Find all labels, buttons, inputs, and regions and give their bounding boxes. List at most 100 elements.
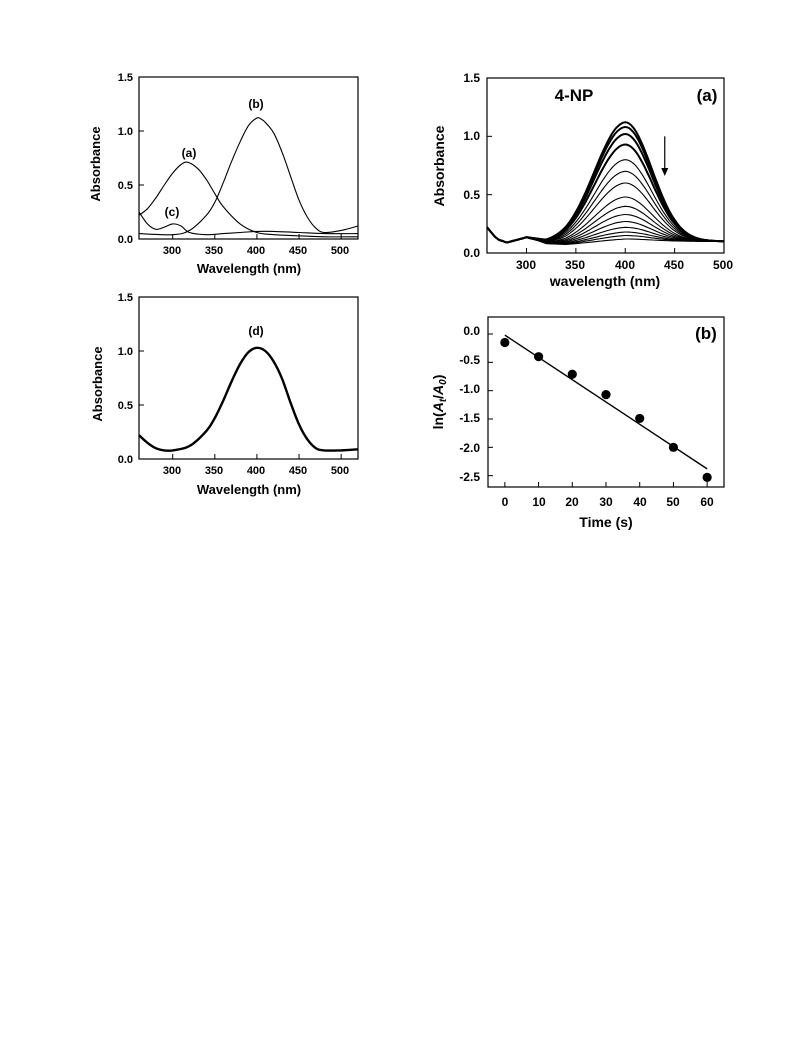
y-label-part: 0: [438, 379, 449, 385]
xtick-label: 400: [247, 245, 265, 257]
xtick-label: 450: [289, 465, 307, 477]
panel-bottom-left-xtick-labels: 300 350 400 450 500: [163, 465, 349, 477]
xtick-label: 400: [247, 465, 265, 477]
spectrum-line: [486, 121, 725, 244]
xtick-label: 30: [599, 495, 613, 509]
ytick-label: 0.5: [118, 180, 133, 192]
chart-title: 4-NP: [555, 86, 594, 105]
x-axis-label: Wavelength (nm): [197, 482, 301, 497]
spectrum-line-d: [138, 346, 359, 452]
xtick-label: 50: [666, 495, 680, 509]
y-axis-label: ln(At/A0): [430, 375, 449, 430]
xtick-label: 500: [331, 245, 349, 257]
ytick-label: -1.5: [459, 411, 480, 425]
ytick-label: 0.5: [463, 188, 480, 202]
curve-label-c: (c): [165, 205, 180, 219]
xtick-label: 300: [163, 245, 181, 257]
xtick-label: 10: [532, 495, 546, 509]
panel-bottom-right-ticks: [488, 333, 708, 487]
y-label-part: A: [430, 385, 446, 396]
panel-top-left: 0.0 0.5 1.0 1.5 300 350 400 450 500 Wave…: [88, 72, 359, 276]
xtick-label: 450: [289, 245, 307, 257]
panel-top-left-frame: [138, 76, 359, 240]
ytick-label: 0.0: [463, 246, 480, 260]
data-point: [635, 413, 645, 424]
panel-top-right-xtick-labels: 300 350 400 450 500: [516, 258, 733, 272]
xtick-label: 400: [615, 258, 635, 272]
data-point: [533, 352, 544, 362]
data-point: [668, 442, 679, 452]
xtick-label: 450: [664, 258, 684, 272]
ytick-label: 1.5: [463, 71, 480, 85]
y-label-part: ): [430, 375, 446, 380]
xtick-label: 500: [713, 258, 733, 272]
xtick-label: 60: [700, 495, 714, 509]
ytick-label: -1.0: [459, 382, 480, 396]
ytick-label: 1.5: [118, 292, 133, 304]
panel-top-right-frame: [486, 77, 725, 254]
x-axis-label: wavelength (nm): [549, 273, 660, 289]
xtick-label: 40: [633, 495, 647, 509]
panel-top-right-ytick-labels: 0.0 0.5 1.0 1.5: [463, 71, 480, 260]
ytick-label: 0.5: [118, 400, 133, 412]
xtick-label: 350: [565, 258, 585, 272]
panel-bottom-right-ytick-labels: 0.0 -0.5 -1.0 -1.5 -2.0 -2.5: [459, 324, 480, 484]
spectrum-line: [486, 159, 724, 244]
panel-bottom-left-curves: [138, 346, 359, 452]
x-axis-label: Time (s): [579, 514, 632, 530]
ytick-label: 0.0: [118, 454, 133, 466]
y-label-part: A: [430, 402, 446, 413]
xtick-label: 350: [205, 465, 223, 477]
ytick-label: 1.5: [118, 72, 133, 84]
xtick-label: 500: [331, 465, 349, 477]
curve-label-b: (b): [248, 97, 263, 111]
panel-label: (a): [697, 86, 718, 105]
spectrum-line-a: [138, 161, 359, 238]
xtick-label: 0: [502, 495, 509, 509]
data-point: [702, 472, 712, 482]
y-label-part: t: [438, 398, 449, 402]
data-point: [500, 337, 510, 348]
xtick-label: 350: [205, 245, 223, 257]
panel-top-right-curves: [486, 121, 725, 246]
panel-bottom-left-ytick-labels: 0.0 0.5 1.0 1.5: [118, 292, 133, 466]
panel-bottom-right: 0.0 -0.5 -1.0 -1.5 -2.0 -2.5 0 10 20 30 …: [430, 316, 725, 530]
ytick-label: 1.0: [118, 126, 133, 138]
x-axis-label: Wavelength (nm): [197, 261, 301, 276]
panel-top-left-xtick-labels: 300 350 400 450 500: [163, 245, 349, 257]
spectrum-line: [486, 226, 724, 246]
y-label-part: /: [430, 395, 446, 399]
panel-bottom-left: 0.0 0.5 1.0 1.5 300 350 400 450 500 Wave…: [90, 292, 359, 497]
data-point: [601, 390, 611, 400]
y-axis-label: Absorbance: [431, 125, 447, 206]
spectrum-line-c: [138, 211, 359, 236]
curve-label-a: (a): [182, 146, 197, 160]
y-axis-label: Absorbance: [88, 126, 103, 201]
curve-label-d: (d): [248, 324, 263, 338]
panel-bottom-right-marks: [500, 334, 712, 482]
ytick-label: 0.0: [118, 234, 133, 246]
ytick-label: -0.5: [459, 353, 480, 367]
xtick-label: 20: [565, 495, 579, 509]
panel-top-left-ytick-labels: 0.0 0.5 1.0 1.5: [118, 72, 133, 246]
panel-bottom-left-frame: [138, 296, 359, 460]
ytick-label: 1.0: [118, 346, 133, 358]
ytick-label: -2.0: [459, 441, 480, 455]
panel-label: (b): [695, 324, 717, 343]
panel-top-right: 0.0 0.5 1.0 1.5 300 350 400 450 500 wave…: [431, 71, 733, 289]
panel-bottom-right-xtick-labels: 0 10 20 30 40 50 60: [502, 495, 714, 509]
panel-top-right-ticks: [487, 77, 725, 254]
decay-arrow-head: [661, 168, 669, 176]
xtick-label: 300: [516, 258, 536, 272]
ytick-label: -2.5: [459, 470, 480, 484]
spectrum-line-b: [138, 117, 359, 236]
y-axis-label: Absorbance: [90, 346, 105, 421]
panel-bottom-left-ticks: [139, 296, 342, 460]
panel-top-left-ticks: [139, 76, 342, 240]
data-point: [567, 369, 577, 379]
ytick-label: 0.0: [463, 324, 480, 338]
spectrum-line: [486, 143, 724, 244]
xtick-label: 300: [163, 465, 181, 477]
spectrum-line: [486, 220, 724, 244]
